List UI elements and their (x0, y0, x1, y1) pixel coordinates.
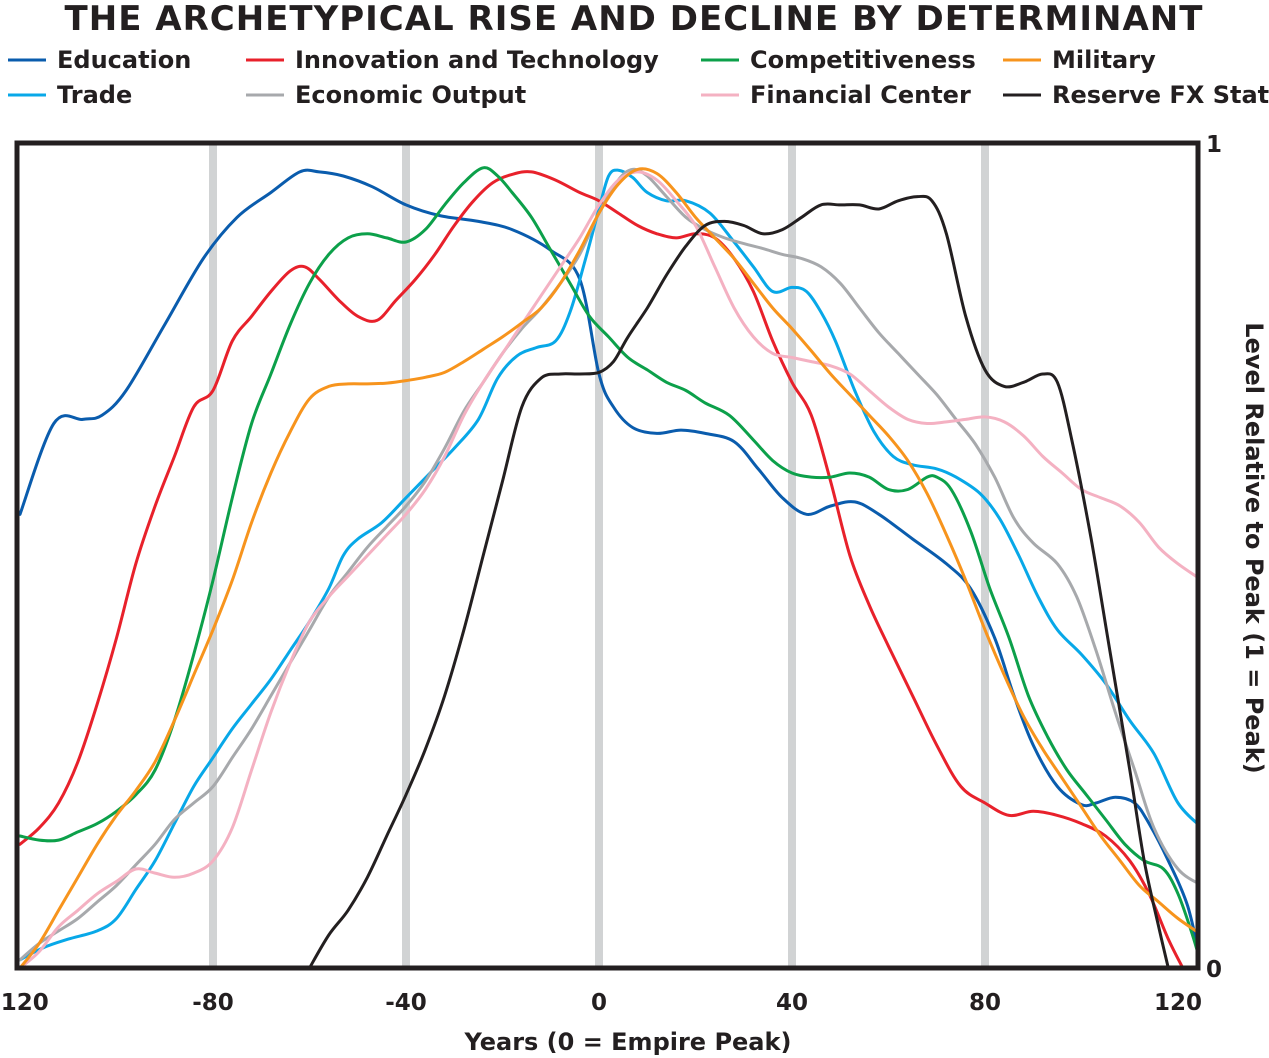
series-line-military (18, 167, 1198, 970)
legend-item-trade: Trade (8, 81, 132, 109)
legend: Education Innovation and Technology Compet… (8, 46, 1269, 109)
x-tick-label: 40 (776, 990, 808, 1016)
legend-label-economic-output: Economic Output (295, 81, 526, 109)
legend-item-competitiveness: Competitiveness (701, 46, 976, 74)
series-lines (18, 166, 1198, 970)
x-tick-label: 120 (1154, 990, 1202, 1016)
series-line-trade (18, 168, 1198, 962)
y-tick-label: 0 (1206, 957, 1222, 983)
x-tick-label: 0 (591, 990, 607, 1016)
legend-label-trade: Trade (57, 81, 132, 109)
legend-label-financial-center: Financial Center (750, 81, 971, 109)
legend-item-financial-center: Financial Center (701, 81, 971, 109)
legend-label-education: Education (57, 46, 191, 74)
y-axis-title: Level Relative to Peak (1 = Peak) (1240, 322, 1268, 773)
x-tick-label: -80 (192, 990, 234, 1016)
x-tick-label: -40 (385, 990, 427, 1016)
series-line-financial-center (18, 170, 1198, 970)
plot-frame (14, 140, 1201, 971)
x-axis-title: Years (0 = Empire Peak) (464, 1028, 792, 1056)
series-line-competitiveness (18, 166, 1198, 959)
series-line-economic-output (18, 167, 1198, 962)
series-line-reserve-fx-status (308, 194, 1170, 970)
y-tick-label: 1 (1206, 132, 1222, 158)
legend-item-military: Military (1003, 46, 1156, 74)
legend-label-reserve-fx-status: Reserve FX Status (1052, 81, 1269, 109)
legend-item-reserve-fx-status: Reserve FX Status (1003, 81, 1269, 109)
x-tick-label: 80 (969, 990, 1001, 1016)
series-line-innovation-and-technology (18, 170, 1185, 970)
y-tick-labels: 01 (1206, 132, 1222, 983)
gridlines (209, 143, 989, 968)
legend-item-innovation-and-technology: Innovation and Technology (246, 46, 659, 74)
series-line-education (18, 168, 1198, 957)
x-tick-label: -120 (0, 990, 49, 1016)
legend-label-innovation-and-technology: Innovation and Technology (295, 46, 659, 74)
legend-item-education: Education (8, 46, 191, 74)
legend-label-military: Military (1052, 46, 1156, 74)
legend-item-economic-output: Economic Output (246, 81, 526, 109)
x-tick-labels: -120 -80 -40 0 40 80 120 (0, 990, 1202, 1016)
chart-title: THE ARCHETYPICAL RISE AND DECLINE BY DET… (65, 0, 1204, 39)
legend-label-competitiveness: Competitiveness (750, 46, 976, 74)
